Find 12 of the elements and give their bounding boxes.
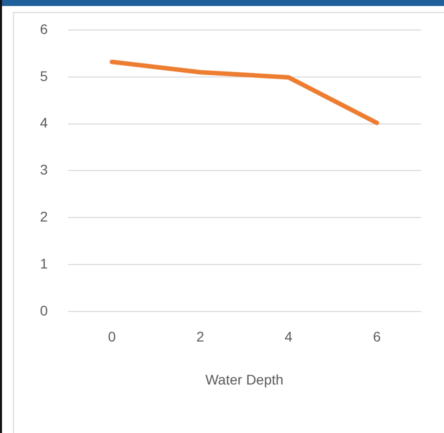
y-tick-label: 2: [40, 208, 48, 224]
y-tick-label: 1: [40, 255, 48, 272]
x-tick-label: 0: [108, 328, 116, 345]
x-tick-label: 6: [372, 328, 381, 345]
x-tick-label: 2: [196, 328, 204, 345]
y-tick-label: 5: [40, 68, 48, 84]
y-tick-label: 6: [40, 20, 48, 37]
x-tick-label: 4: [284, 328, 293, 345]
y-tick-label: 4: [40, 114, 48, 131]
y-tick-label: 3: [40, 162, 48, 178]
y-tick-label: 0: [40, 302, 48, 318]
x-axis-title: Water Depth: [205, 371, 284, 388]
